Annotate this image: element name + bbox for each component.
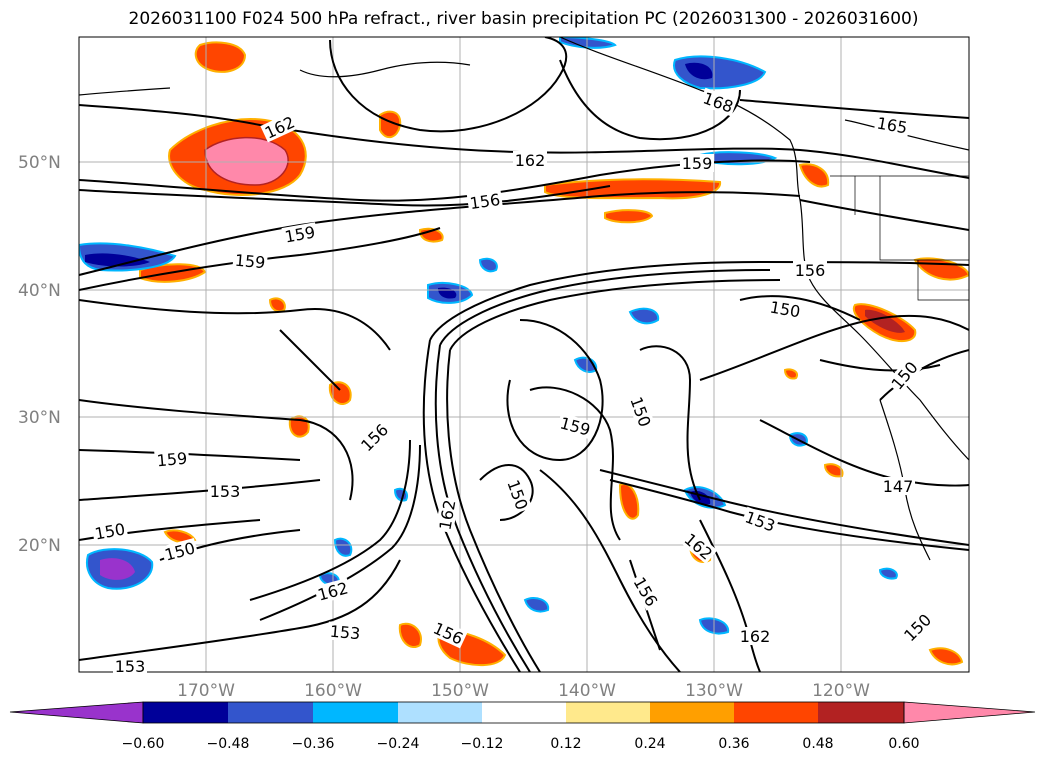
negative-anomaly-region [523,597,550,613]
lon-label-160w: 160°W [304,681,362,701]
contour-label-bg [281,222,319,246]
contour-label: 153 [329,622,361,644]
contour-label-bg [208,482,242,500]
contour-label-bg [327,621,363,643]
positive-anomaly-region [328,381,352,405]
contour-label: 162 [740,627,771,646]
contour-label-bg [113,657,147,675]
lat-label-30n: 30°N [18,408,61,428]
contour-label-bg [513,151,547,169]
negative-anomaly-region [628,307,660,325]
colorbar-tick: −0.48 [206,736,250,752]
lon-label-150w: 150°W [431,681,489,701]
lon-label-120w: 120°W [812,681,870,701]
negative-anomaly-region [333,537,353,557]
contour-label-bg [503,475,533,514]
colorbar-tick: 0.24 [634,736,666,752]
positive-anomaly-region [194,41,247,73]
contour-label-bg [313,577,352,605]
colorbar-tick: −0.60 [121,736,165,752]
contour-label-bg [873,113,911,137]
lat-label-20n: 20°N [18,536,61,556]
colorbar-segment [313,702,398,723]
contour-label-bg [699,87,738,117]
colorbar-extend-max [903,701,1036,724]
negative-anomaly-region [878,567,898,580]
positive-anomaly-region [398,622,422,648]
contour-label-bg [355,418,393,456]
positive-anomaly-region [928,647,964,666]
contour-label-bg [232,250,268,272]
colorbar-tick: 0.48 [802,736,834,752]
colorbar-segment [482,702,566,723]
contour-label-bg [154,448,190,470]
contour-label: 159 [234,251,266,273]
strong-positive-anomaly-region [204,136,289,186]
contour-label: 156 [795,261,826,280]
colorbar-tick: 0.60 [888,736,920,752]
positive-anomaly-region [544,178,722,200]
lon-label-130w: 130°W [685,681,743,701]
colorbar-segment [143,702,228,723]
colorbar-segment [566,702,650,723]
contour-label: 159 [682,154,713,173]
colorbar-tick: 0.36 [718,736,750,752]
positive-anomaly-region [604,209,654,224]
colorbar-tick: −0.12 [460,736,504,752]
contour-label-bg [881,477,915,495]
positive-anomaly-region [823,463,844,478]
contour-label-bg [260,111,299,143]
negative-anomaly-region [478,257,498,273]
strong-negative-anomaly-region [85,253,150,267]
contour-label-bg [160,537,199,565]
contour-label-bg [429,617,468,649]
positive-anomaly-region [783,368,798,380]
colorbar-extend-min [9,701,144,724]
colorbar [9,701,1036,724]
lat-label-40n: 40°N [18,281,61,301]
contour-label: 162 [515,151,546,170]
strongest-negative-anomaly-region [100,558,135,580]
contour-label: 153 [210,482,241,501]
contour-label: 156 [468,190,501,213]
contour-label-bg [793,261,827,279]
contour-label-bg [91,519,129,543]
map-title: 2026031100 F024 500 hPa refract., river … [128,9,919,29]
contour-label: 159 [156,449,188,471]
colorbar-segment [228,702,313,723]
strong-positive-anomaly-region [865,309,905,333]
positive-anomaly-region [798,163,830,188]
contour-label-bg [886,356,923,395]
colorbar-tick: 0.12 [550,736,582,752]
contour-label-bg [466,189,503,213]
colorbar-segment [650,702,734,723]
contour-label-bg [738,627,772,645]
contour-label-bg [626,392,656,431]
strong-negative-anomaly-region [685,62,713,80]
lon-label-170w: 170°W [177,681,235,701]
contour-label-bg [629,572,663,611]
colorbar-segment [398,702,482,723]
contour-label-bg [435,496,459,534]
contour-label-bg [556,412,595,440]
lon-label-140w: 140°W [558,681,616,701]
contour-label: 147 [883,477,914,496]
contour-label-bg [766,297,804,321]
contour-label-bg [741,506,780,536]
colorbar-segment [734,702,818,723]
colorbar-tick: −0.36 [291,736,335,752]
colorbar-tick: −0.24 [376,736,420,752]
contour-label-bg [680,154,714,172]
contour-label-bg [679,528,718,565]
borders [830,175,969,301]
positive-anomaly-region [163,529,197,544]
map-frame [78,36,970,673]
colorbar-segment [818,702,904,723]
contour-label: 153 [115,657,146,676]
lat-label-50n: 50°N [18,153,61,173]
contour-label-bg [898,608,936,646]
positive-anomaly-region [268,297,286,313]
